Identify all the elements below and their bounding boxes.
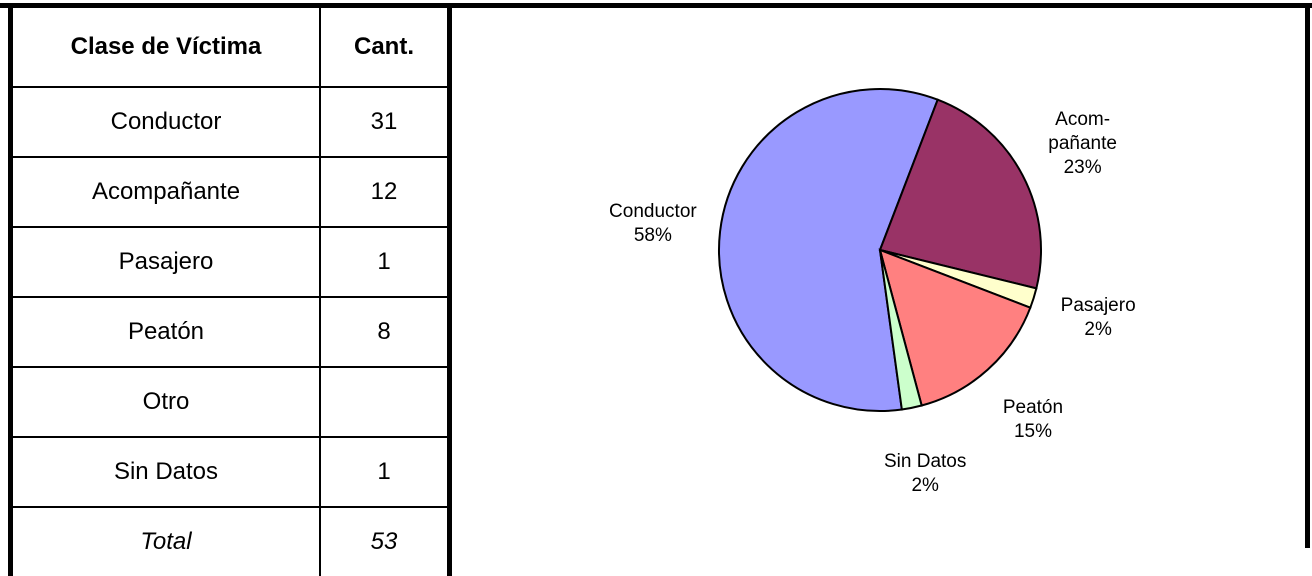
slice-percent: 58%	[633, 224, 672, 246]
slice-category: Conductor	[609, 200, 697, 222]
frame-border	[0, 3, 1312, 8]
table-row: Pasajero 1	[9, 226, 451, 298]
table-row: Peatón 8	[9, 296, 451, 368]
slice-percent: 15%	[1013, 420, 1052, 442]
pie-slice	[879, 249, 923, 411]
table-cell: Peatón	[9, 296, 321, 368]
victim-table: Clase de Víctima Cant. Conductor 31 Acompaña…	[8, 6, 452, 576]
table-row: Otro	[9, 366, 451, 438]
pie-slice	[878, 98, 1042, 290]
header-cell: Clase de Víctima	[9, 6, 321, 88]
pie-slice	[878, 248, 1032, 407]
slice-percent: 2%	[1084, 319, 1112, 341]
table-cell: 1	[319, 436, 451, 508]
slice-category: Acom- pañante	[1048, 109, 1117, 155]
table-cell: Sin Datos	[9, 436, 321, 508]
page: Clase de Víctima Cant. Conductor 31 Acompaña…	[0, 3, 1312, 576]
slice-percent: 2%	[911, 475, 939, 497]
table-row: Acompañante 12	[9, 156, 451, 228]
table-cell: 31	[319, 86, 451, 158]
table-cell: Pasajero	[9, 226, 321, 298]
table-cell: 1	[319, 226, 451, 298]
frame-border	[1305, 3, 1310, 548]
table-row: Conductor 31	[9, 86, 451, 158]
table-cell: 8	[319, 296, 451, 368]
table-cell	[319, 366, 451, 438]
table-cell: 12	[319, 156, 451, 228]
table-row: Sin Datos 1	[9, 436, 451, 508]
slice-percent: 23%	[1063, 157, 1102, 179]
slice-label: Peatón 15%	[1003, 396, 1063, 444]
pie-slice	[718, 88, 939, 412]
slice-label: Sin Datos 2%	[884, 450, 966, 498]
table-cell: Acompañante	[9, 156, 321, 228]
slice-category: Sin Datos	[884, 451, 967, 473]
slice-label: Pasajero 2%	[1061, 294, 1136, 342]
slice-label: Acom- pañante 23%	[1048, 108, 1117, 180]
table-cell: Conductor	[9, 86, 321, 158]
pie-chart	[718, 88, 1042, 412]
slice-label: Conductor 58%	[609, 200, 697, 248]
header-row: Clase de Víctima Cant.	[9, 6, 451, 88]
slice-category: Peatón	[1002, 396, 1064, 418]
table-cell: Otro	[9, 366, 321, 438]
header-cell: Cant.	[319, 6, 451, 88]
slice-category: Pasajero	[1060, 295, 1136, 317]
